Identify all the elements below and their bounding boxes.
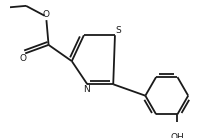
Text: OH: OH — [171, 132, 184, 138]
Text: O: O — [20, 54, 27, 63]
Text: S: S — [116, 26, 121, 35]
Text: N: N — [83, 85, 90, 94]
Text: O: O — [43, 10, 50, 19]
